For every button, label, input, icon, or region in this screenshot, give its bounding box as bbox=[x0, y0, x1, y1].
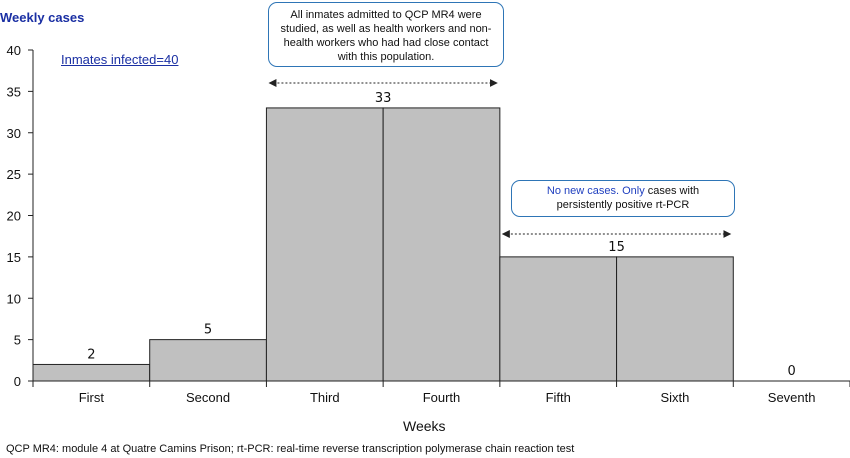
x-tick-label-first: First bbox=[79, 390, 105, 405]
y-tick-label: 30 bbox=[7, 126, 21, 141]
x-tick-label-second: Second bbox=[186, 390, 230, 405]
x-tick-label-fourth: Fourth bbox=[423, 390, 461, 405]
y-tick-label: 15 bbox=[7, 250, 21, 265]
x-tick-label-seventh: Seventh bbox=[768, 390, 816, 405]
bar-sixth bbox=[616, 256, 734, 382]
x-axis-title: Weeks bbox=[403, 418, 446, 434]
x-tick-label-sixth: Sixth bbox=[660, 390, 689, 405]
inmates-infected-label: Inmates infected=40 bbox=[61, 52, 179, 67]
y-tick-label: 20 bbox=[7, 209, 21, 224]
bar-first bbox=[32, 363, 151, 382]
y-axis-title: Weekly cases bbox=[0, 10, 85, 25]
bar-fifth bbox=[499, 256, 618, 382]
no-new-cases-text: No new cases. Only bbox=[546, 185, 645, 197]
data-label: 0 bbox=[788, 364, 796, 379]
data-label: 2 bbox=[87, 347, 95, 362]
x-tick-label-third: Third bbox=[310, 390, 340, 405]
bar-fourth bbox=[382, 107, 501, 382]
persistent-pcr-text: cases with persistently positive rt-PCR bbox=[556, 185, 700, 211]
data-label: 15 bbox=[608, 240, 625, 255]
bar-second bbox=[149, 339, 267, 382]
y-tick-label: 40 bbox=[7, 43, 21, 58]
no-new-cases-note: No new cases. Only cases with persistent… bbox=[511, 180, 735, 217]
y-tick-label: 0 bbox=[14, 374, 21, 389]
data-label: 33 bbox=[375, 91, 392, 106]
y-tick-label: 35 bbox=[7, 84, 21, 99]
bar-third bbox=[265, 107, 384, 382]
y-tick-label: 10 bbox=[7, 291, 21, 306]
data-label: 5 bbox=[204, 323, 212, 338]
y-tick-label: 25 bbox=[7, 167, 21, 182]
study-population-note: All inmates admitted to QCP MR4 were stu… bbox=[268, 2, 504, 67]
x-tick-label-fifth: Fifth bbox=[546, 390, 571, 405]
y-tick-label: 5 bbox=[14, 333, 21, 348]
chart-footnote: QCP MR4: module 4 at Quatre Camins Priso… bbox=[6, 443, 575, 455]
